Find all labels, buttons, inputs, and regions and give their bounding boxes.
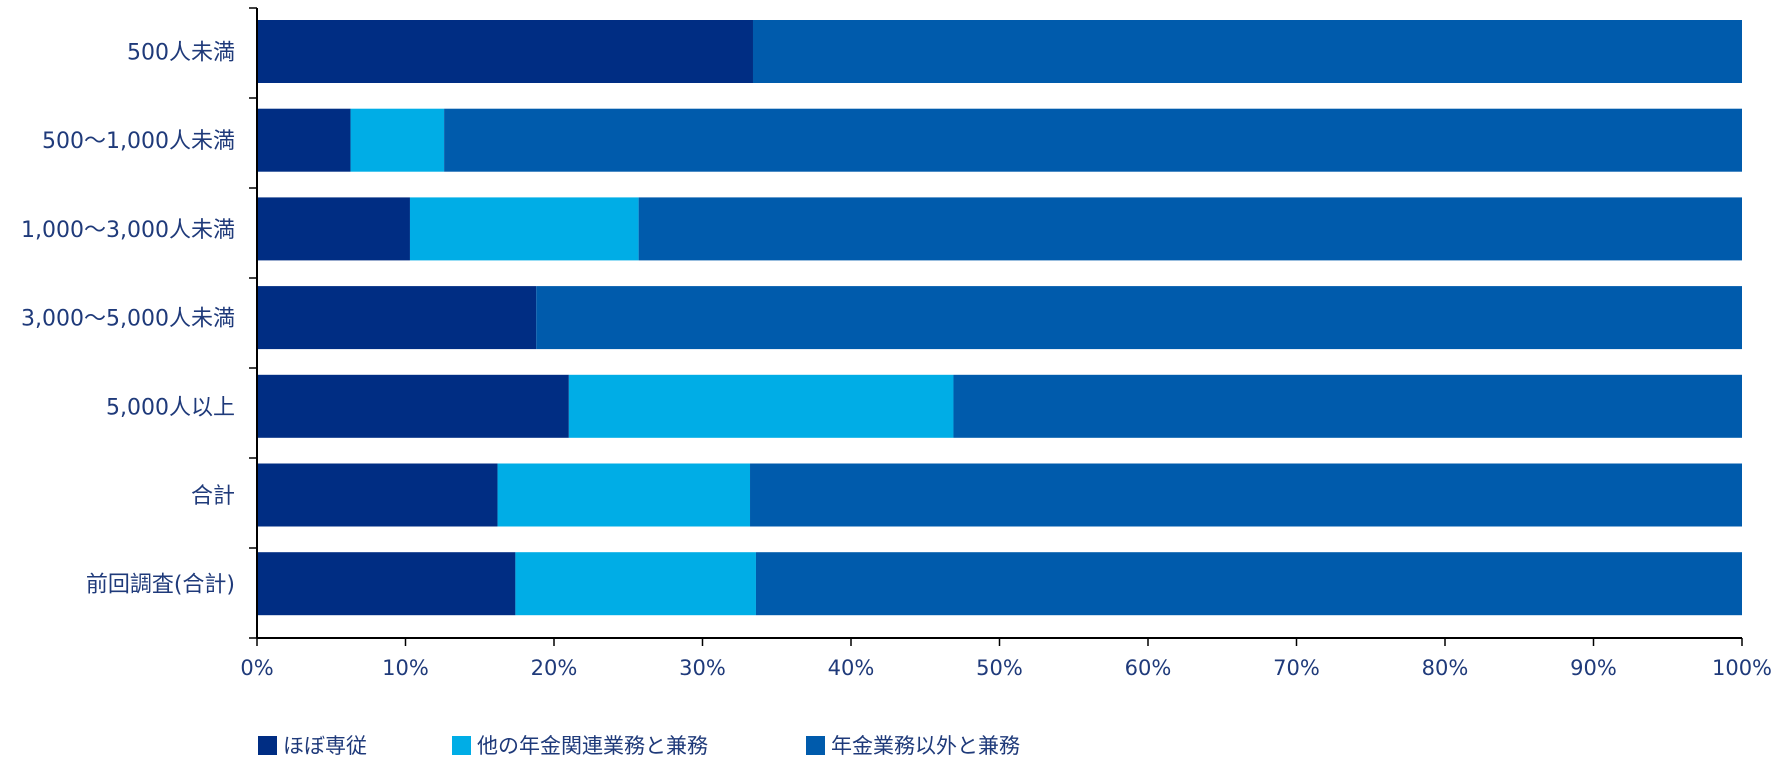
bar-segment-series-2-row-2	[638, 197, 1742, 261]
x-tick-label: 30%	[679, 656, 726, 680]
x-tick-label: 70%	[1273, 656, 1320, 680]
category-label: 合計	[191, 484, 235, 509]
x-tick-label: 100%	[1712, 656, 1772, 680]
x-tick-label: 90%	[1570, 656, 1617, 680]
bar-segment-series-0-row-0	[257, 20, 753, 83]
legend-swatch	[806, 736, 825, 755]
bars-layer	[257, 20, 1743, 616]
legend-label: ほぼ専従	[283, 734, 367, 758]
bar-segment-series-0-row-5	[257, 463, 498, 527]
x-tick-label: 20%	[531, 656, 578, 680]
bar-segment-series-1-row-4	[568, 374, 954, 438]
category-label: 500人未満	[127, 41, 235, 66]
bar-segment-series-0-row-2	[257, 197, 410, 261]
category-label: 前回調査(合計)	[86, 573, 235, 598]
bar-segment-series-0-row-4	[257, 374, 569, 438]
x-tick-label: 80%	[1422, 656, 1469, 680]
bar-segment-series-1-row-5	[497, 463, 751, 527]
bar-segment-series-2-row-6	[755, 552, 1742, 616]
legend-swatch	[452, 736, 471, 755]
legend-label: 年金業務以外と兼務	[831, 734, 1020, 758]
bar-segment-series-0-row-1	[257, 108, 351, 172]
bar-segment-series-2-row-5	[750, 463, 1742, 527]
x-tick-labels: 0% 10% 20% 30% 40% 50% 60% 70% 80% 90% 100%	[240, 656, 1772, 680]
category-label: 5,000人以上	[106, 395, 235, 420]
bar-segment-series-2-row-1	[444, 108, 1742, 172]
x-tick-label: 60%	[1125, 656, 1172, 680]
bar-segment-series-1-row-6	[515, 552, 756, 616]
bar-segment-series-0-row-3	[257, 286, 537, 350]
category-label: 3,000〜5,000人未満	[21, 307, 235, 332]
x-tick-label: 50%	[976, 656, 1023, 680]
x-tick-label: 10%	[382, 656, 429, 680]
legend: ほぼ専従 他の年金関連業務と兼務 年金業務以外と兼務	[258, 734, 1020, 758]
x-tick-label: 0%	[240, 656, 273, 680]
bar-segment-series-1-row-1	[350, 108, 445, 172]
category-labels: 500人未満 500〜1,000人未満 1,000〜3,000人未満 3,000〜5,…	[21, 41, 235, 598]
bar-segment-series-2-row-4	[953, 374, 1742, 438]
bar-segment-series-2-row-3	[536, 286, 1743, 350]
bar-segment-series-0-row-6	[257, 552, 516, 616]
bar-segment-series-2-row-0	[752, 20, 1742, 83]
legend-label: 他の年金関連業務と兼務	[477, 734, 708, 758]
axes	[249, 7, 1743, 646]
category-label: 1,000〜3,000人未満	[21, 218, 235, 243]
x-tick-label: 40%	[828, 656, 875, 680]
category-label: 500〜1,000人未満	[42, 129, 235, 154]
bar-segment-series-1-row-2	[409, 197, 639, 261]
legend-swatch	[258, 736, 277, 755]
